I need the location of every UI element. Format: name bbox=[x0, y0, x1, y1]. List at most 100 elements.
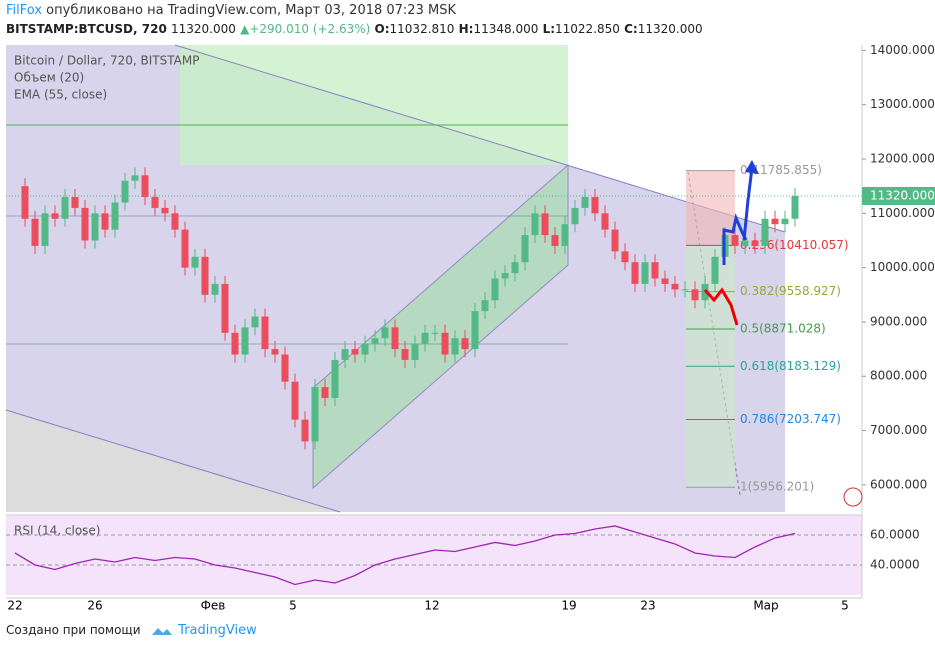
candle bbox=[321, 387, 329, 398]
y-tick-label: 13000.000 bbox=[870, 97, 935, 111]
candle bbox=[471, 311, 479, 350]
header-line: FilFox опубликовано на TradingView.com, … bbox=[6, 3, 456, 18]
x-tick-label: 22 bbox=[7, 599, 22, 613]
published: опубликовано на TradingView.com, Март 03… bbox=[46, 3, 456, 18]
y-tick-label: 6000.000 bbox=[870, 477, 927, 491]
y-tick-label: 9000.000 bbox=[870, 314, 927, 328]
ohlc-key: H: bbox=[458, 22, 474, 36]
ohlc: O:11032.810 H:11348.000 L:11022.850 C:11… bbox=[375, 22, 703, 36]
change: ▲+290.010 (+2.63%) bbox=[240, 22, 371, 36]
candle bbox=[281, 354, 289, 382]
author[interactable]: FilFox bbox=[6, 3, 43, 18]
y-tick-label: 40.0000 bbox=[870, 557, 920, 571]
fib-label: 0.786(7203.747) bbox=[740, 412, 841, 426]
candle bbox=[61, 197, 69, 219]
candle bbox=[351, 349, 359, 355]
symbol-line: BITSTAMP:BTCUSD, 720 11320.000 ▲+290.010… bbox=[6, 22, 703, 36]
candle bbox=[101, 213, 109, 230]
candle bbox=[341, 349, 349, 360]
x-labels: 22 26 Фев 5 12 19 23 Мар 5 bbox=[7, 599, 848, 613]
candle bbox=[741, 240, 749, 246]
candle bbox=[401, 349, 409, 360]
candle bbox=[481, 300, 489, 312]
candle bbox=[621, 251, 629, 263]
rsi-title: RSI (14, close) bbox=[14, 524, 100, 538]
legend-entry: EMA (55, close) bbox=[14, 88, 107, 102]
candle bbox=[751, 240, 759, 246]
arrow-drawing bbox=[722, 213, 748, 265]
icon[interactable] bbox=[843, 487, 863, 507]
candle bbox=[391, 327, 399, 350]
x-tick-label: Мар bbox=[753, 599, 778, 613]
candle bbox=[601, 213, 609, 230]
candle bbox=[771, 218, 779, 225]
x-tick-label: 23 bbox=[640, 599, 655, 613]
candle bbox=[431, 332, 439, 334]
candle bbox=[151, 197, 159, 208]
candle bbox=[761, 218, 769, 246]
ohlc-value: 11022.850 bbox=[555, 22, 620, 36]
candle bbox=[491, 278, 499, 301]
candle bbox=[31, 218, 39, 246]
y-tick-label: 12000.000 bbox=[870, 152, 935, 166]
trend-line bbox=[174, 44, 786, 233]
candle bbox=[21, 186, 29, 219]
last: 11320.000 bbox=[170, 22, 236, 36]
ohlc-value: 11032.810 bbox=[389, 22, 455, 36]
candle bbox=[201, 256, 209, 295]
candle bbox=[731, 235, 739, 246]
trend-line bbox=[5, 409, 341, 513]
candle bbox=[261, 316, 269, 350]
ohlc-value: 11320.000 bbox=[637, 22, 703, 36]
fib-label: 0.382(9558.927) bbox=[740, 284, 841, 298]
candle bbox=[681, 289, 689, 291]
candle bbox=[461, 338, 469, 350]
fib-label: 0.618(8183.129) bbox=[740, 359, 841, 373]
legend-entry: Bitcoin / Dollar, 720, BITSTAMP bbox=[14, 54, 199, 68]
footer-brand[interactable]: TradingView bbox=[178, 623, 257, 638]
candle bbox=[331, 359, 339, 398]
candle bbox=[301, 419, 309, 442]
candle bbox=[221, 283, 229, 333]
candle bbox=[231, 332, 239, 355]
y-tick-label: 14000.000 bbox=[870, 43, 935, 57]
rsi-pane bbox=[6, 515, 862, 595]
candle bbox=[141, 175, 149, 198]
legend-entry: Объем (20) bbox=[14, 71, 84, 85]
candle bbox=[41, 213, 49, 246]
candle bbox=[591, 197, 599, 214]
last-price-box bbox=[862, 186, 935, 205]
candle bbox=[181, 229, 189, 268]
fib-label: 1(5956.201) bbox=[740, 480, 814, 494]
candle bbox=[211, 283, 219, 295]
arrow-head bbox=[745, 160, 759, 174]
candle bbox=[511, 262, 519, 274]
candle bbox=[171, 213, 179, 230]
ohlc-value: 11348.000 bbox=[473, 22, 539, 36]
candle bbox=[111, 202, 119, 230]
candle bbox=[521, 235, 529, 263]
arrow-drawing bbox=[742, 167, 754, 241]
footer: Создано при помощи TradingView bbox=[6, 623, 257, 638]
x-tick-label: 12 bbox=[424, 599, 439, 613]
x-tick-label: 19 bbox=[561, 599, 576, 613]
candle bbox=[161, 207, 169, 214]
y-tick-label: 60.0000 bbox=[870, 527, 920, 541]
x-tick-label: 26 bbox=[87, 599, 102, 613]
candle bbox=[131, 175, 139, 181]
y-tick-label: 10000.000 bbox=[870, 260, 935, 274]
candle bbox=[571, 207, 579, 225]
candle bbox=[241, 327, 249, 355]
ohlc-key: C: bbox=[624, 22, 638, 36]
candle bbox=[71, 197, 79, 208]
candle bbox=[671, 283, 679, 290]
chart: 0(11785.855)0.236(10410.057)0.382(9558.9… bbox=[5, 43, 935, 613]
tv-logo bbox=[152, 627, 173, 635]
y-tick-label: 11000.000 bbox=[870, 206, 935, 220]
candle bbox=[541, 213, 549, 236]
candle bbox=[191, 256, 199, 268]
ohlc-key: L: bbox=[542, 22, 556, 36]
candle bbox=[611, 229, 619, 252]
